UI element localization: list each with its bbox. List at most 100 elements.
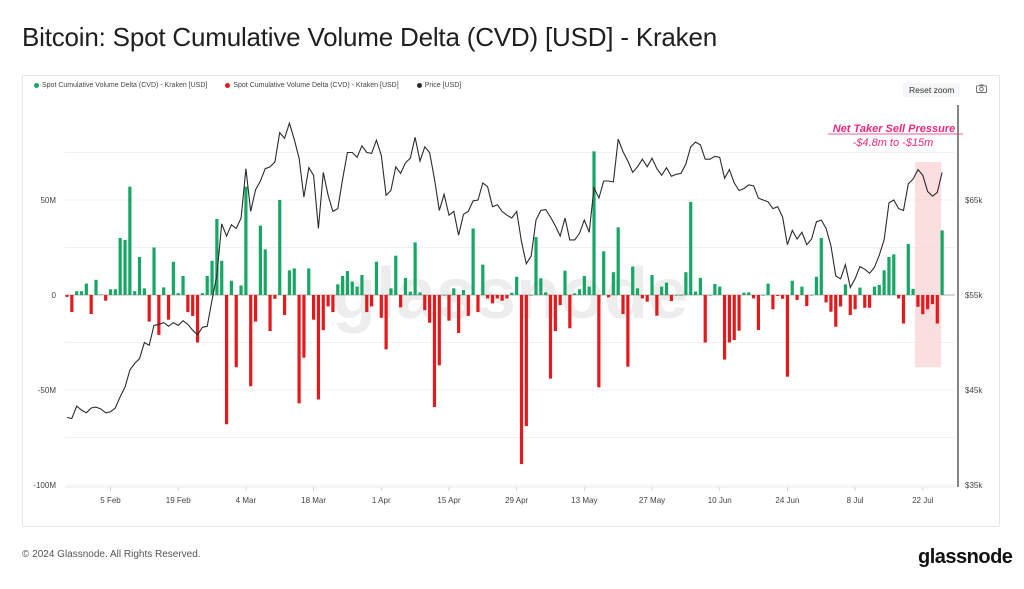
- cvd-bar-negative: [853, 295, 857, 310]
- cvd-bar-negative: [147, 295, 151, 322]
- cvd-bar-negative: [785, 295, 790, 377]
- cvd-bar-negative: [834, 295, 838, 327]
- x-tick-label: 5 Feb: [100, 496, 121, 505]
- cvd-bar-negative: [548, 295, 553, 379]
- cvd-bar-positive: [171, 261, 175, 295]
- cvd-bar-negative: [795, 295, 799, 300]
- cvd-bar-negative: [457, 295, 461, 333]
- copyright-footer: © 2024 Glassnode. All Rights Reserved.: [22, 549, 201, 560]
- cvd-bar-positive: [75, 291, 79, 295]
- cvd-bar-positive: [418, 292, 422, 295]
- cvd-bar-negative: [626, 295, 630, 367]
- cvd-bar-negative: [640, 295, 644, 299]
- legend-item-price[interactable]: Price [USD]: [416, 82, 461, 89]
- cvd-bar-negative: [365, 295, 369, 313]
- cvd-bar-negative: [186, 295, 190, 313]
- legend-item-cvd-negative[interactable]: Spot Cumulative Volume Delta (CVD) - Kra…: [225, 82, 399, 89]
- cvd-bar-negative: [756, 295, 761, 330]
- cvd-bar-positive: [403, 277, 408, 295]
- cvd-bar-positive: [133, 291, 137, 295]
- cvd-bar-negative: [249, 295, 253, 387]
- price-line: [66, 121, 943, 420]
- cvd-bar-positive: [258, 225, 262, 295]
- cvd-bar-positive: [394, 255, 398, 295]
- cvd-bar-negative: [727, 295, 731, 343]
- y-left-tick-label: -100M: [33, 481, 56, 490]
- cvd-bar-positive: [693, 291, 698, 295]
- cvd-bar-negative: [805, 295, 809, 307]
- cvd-bar-positive: [911, 288, 915, 295]
- cvd-bar-positive: [205, 276, 209, 295]
- cvd-bar-negative: [824, 295, 828, 303]
- cvd-bar-positive: [587, 286, 591, 295]
- reset-zoom-button[interactable]: Reset zoom: [903, 83, 961, 97]
- cvd-bar-positive: [84, 283, 88, 295]
- cvd-bar-positive: [809, 295, 814, 296]
- cvd-bar-positive: [123, 239, 127, 295]
- cvd-bar-positive: [800, 286, 804, 295]
- camera-icon[interactable]: [976, 84, 987, 93]
- cvd-bar-positive: [539, 278, 543, 295]
- cvd-bar-positive: [307, 268, 311, 295]
- cvd-bar-negative: [703, 295, 707, 343]
- cvd-bar-negative: [916, 295, 920, 307]
- cvd-bar-negative: [316, 295, 321, 400]
- cvd-bar-positive: [906, 244, 910, 295]
- cvd-bar-positive: [244, 186, 248, 295]
- cvd-bar-negative: [553, 295, 557, 332]
- cvd-bar-positive: [563, 270, 567, 295]
- cvd-bar-positive: [635, 288, 640, 295]
- cvd-bar-negative: [655, 295, 659, 316]
- cvd-bar-positive: [510, 292, 514, 295]
- cvd-bar-negative: [157, 295, 161, 335]
- cvd-bar-positive: [582, 276, 586, 295]
- x-tick-label: 4 Mar: [236, 496, 257, 505]
- x-tick-label: 29 Apr: [505, 496, 528, 505]
- y-left-tick-label: 0: [52, 291, 57, 300]
- cvd-bar-positive: [843, 284, 848, 295]
- annotation-title: Net Taker Sell Pressure: [833, 123, 956, 135]
- cvd-bar-negative: [437, 295, 441, 366]
- cvd-bar-negative: [848, 295, 852, 315]
- cvd-bar-positive: [292, 268, 296, 295]
- cvd-bar-negative: [490, 295, 495, 304]
- cvd-bar-positive: [790, 280, 794, 295]
- cvd-bar-negative: [839, 295, 843, 307]
- cvd-bar-negative: [732, 295, 736, 341]
- cvd-bar-positive: [336, 284, 340, 295]
- cvd-bar-negative: [234, 295, 238, 368]
- cvd-bar-positive: [128, 186, 132, 295]
- cvd-bar-positive: [229, 280, 233, 295]
- cvd-bar-positive: [210, 260, 214, 295]
- cvd-bar-positive: [577, 289, 582, 295]
- cvd-bar-positive: [761, 295, 765, 296]
- cvd-bar-negative: [104, 295, 108, 301]
- cvd-bar-positive: [684, 272, 688, 295]
- y-left-tick-label: 50M: [40, 196, 56, 205]
- cvd-bar-negative: [302, 295, 306, 358]
- cvd-bar-positive: [747, 292, 751, 295]
- cvd-bar-negative: [780, 295, 785, 299]
- chart-legend: Spot Cumulative Volume Delta (CVD) - Kra…: [34, 82, 461, 89]
- cvd-bar-positive: [162, 287, 166, 295]
- highlight-region: [914, 162, 942, 368]
- legend-dot-red: [225, 83, 231, 88]
- cvd-bar-negative: [897, 295, 901, 299]
- cvd-bar-negative: [326, 295, 330, 307]
- cvd-bar-positive: [340, 276, 345, 295]
- cvd-bar-negative: [495, 295, 499, 299]
- cvd-bar-positive: [766, 283, 770, 295]
- cvd-bar-positive: [742, 292, 746, 295]
- cvd-bar-positive: [534, 237, 538, 295]
- cvd-bar-negative: [771, 295, 775, 310]
- x-tick-label: 22 Jul: [912, 496, 934, 505]
- cvd-bar-positive: [660, 286, 664, 295]
- cvd-bar-negative: [224, 295, 229, 425]
- cvd-bar-positive: [239, 285, 243, 295]
- legend-item-cvd-positive[interactable]: Spot Cumulative Volume Delta (CVD) - Kra…: [34, 82, 207, 89]
- cvd-bar-positive: [481, 264, 485, 295]
- cvd-bar-positive: [892, 254, 896, 295]
- cvd-bar-negative: [282, 295, 287, 315]
- cvd-bar-positive: [708, 295, 712, 296]
